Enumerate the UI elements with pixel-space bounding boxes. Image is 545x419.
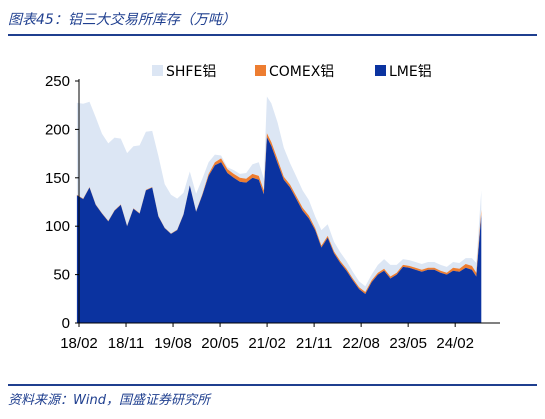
y-tick-label: 50	[53, 267, 70, 284]
legend-label-comex: COMEX铝	[269, 64, 334, 80]
x-tick-label: 24/02	[436, 335, 474, 352]
source-rule	[8, 384, 537, 386]
area-comex	[76, 133, 482, 294]
x-tick-label: 21/02	[248, 335, 286, 352]
x-tick-label: 23/05	[389, 335, 427, 352]
y-tick-label: 200	[45, 121, 70, 138]
y-tick-label: 250	[45, 73, 70, 90]
x-tick-label: 22/08	[342, 335, 380, 352]
legend-label-lme: LME铝	[389, 64, 432, 80]
x-tick-label: 18/02	[60, 335, 98, 352]
x-tick-label: 21/11	[296, 335, 332, 352]
legend-swatch-shfe	[152, 65, 163, 76]
y-tick-label: 100	[45, 218, 70, 235]
chart-svg: 0 50 100 150 200 250 18/02 18/11 19/08 20/05 21/02…	[45, 64, 500, 352]
y-tick-label: 0	[62, 315, 70, 332]
title-rule	[8, 34, 537, 36]
chart-title: 图表45：铝三大交易所库存（万吨）	[8, 12, 236, 28]
legend-swatch-comex	[255, 65, 266, 76]
x-tick-label: 19/08	[154, 335, 192, 352]
area-lme	[76, 137, 482, 323]
y-tick-label: 150	[45, 170, 70, 187]
source-note: 资料来源：Wind，国盛证券研究所	[8, 393, 210, 408]
legend-label-shfe: SHFE铝	[166, 64, 216, 80]
area-shfe	[76, 96, 482, 292]
legend-swatch-lme	[375, 65, 386, 76]
x-tick-label: 20/05	[201, 335, 239, 352]
x-tick-label: 18/11	[108, 335, 144, 352]
